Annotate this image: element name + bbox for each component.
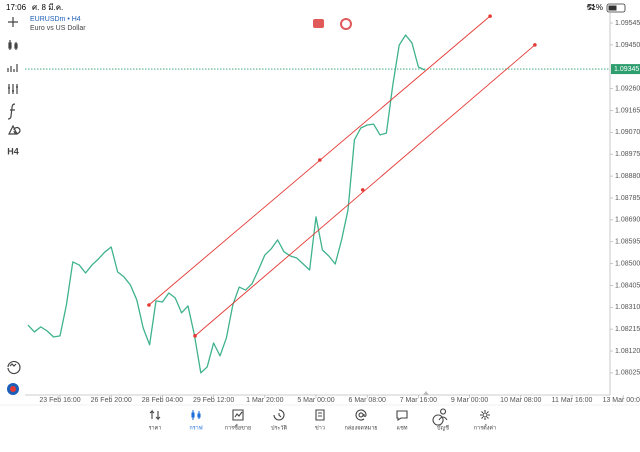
objects-tool[interactable] (8, 124, 21, 135)
nav-label[interactable]: การซื้อขาย (225, 423, 251, 431)
one-click-trading-icon[interactable] (313, 19, 324, 28)
y-tick-label: 1.08500 (615, 260, 640, 267)
x-tick-label: 26 Feb 20:00 (91, 397, 132, 404)
battery-level (608, 5, 617, 11)
symbol-description: Euro vs US Dollar (30, 25, 86, 32)
app-icon-dot (10, 386, 16, 392)
y-tick-label: 1.08975 (615, 151, 640, 158)
y-tick-label: 1.09165 (615, 107, 640, 114)
nav-icon[interactable] (355, 409, 367, 421)
battery-icon (606, 3, 626, 13)
y-tick-label: 1.08785 (615, 195, 640, 202)
status-date: ศ. 8 มี.ค. (32, 3, 63, 12)
y-tick-label: 1.09545 (615, 20, 640, 27)
wifi-icon (586, 4, 596, 10)
y-tick-label: 1.08310 (615, 304, 640, 311)
crosshair-tool[interactable] (8, 17, 18, 27)
y-tick-label: 1.09260 (615, 85, 640, 92)
nav-icon[interactable] (232, 409, 244, 421)
timeframe-button[interactable]: H4 (7, 146, 19, 156)
y-tick-label: 1.08595 (615, 239, 640, 246)
x-tick-label: 5 Mar 00:00 (297, 397, 334, 404)
symbol-name[interactable]: EURUSDm • H4 (30, 16, 81, 23)
scroll-marker[interactable] (423, 391, 429, 395)
x-tick-label: 23 Feb 16:00 (39, 397, 80, 404)
y-tick-label: 1.09070 (615, 129, 640, 136)
nav-label[interactable]: การตั้งค่า (474, 423, 496, 431)
nav-label[interactable]: ราคา (149, 425, 162, 431)
y-tick-label: 1.09450 (615, 42, 640, 49)
y-tick-label: 1.08025 (615, 370, 640, 377)
channel-anchor[interactable] (193, 334, 197, 338)
nav-icon[interactable] (480, 410, 490, 420)
y-tick-label: 1.08405 (615, 282, 640, 289)
y-tick-label: 1.08120 (615, 348, 640, 355)
y-tick-label: 1.08215 (615, 326, 640, 333)
nav-label[interactable]: ข่าว (315, 425, 325, 431)
function-tool[interactable] (7, 103, 16, 120)
time-tool[interactable] (7, 360, 21, 375)
x-tick-label: 11 Mar 16:00 (552, 397, 593, 404)
channel-anchor[interactable] (147, 303, 151, 307)
volume-tool[interactable] (7, 64, 18, 72)
nav-label[interactable]: ประวัติ (271, 424, 287, 431)
current-price-box (611, 64, 640, 75)
channel-anchor[interactable] (360, 188, 365, 192)
nav-label[interactable]: กล่องจดหมาย (344, 425, 377, 431)
x-tick-label: 6 Mar 08:00 (349, 397, 386, 404)
nav-icon[interactable] (432, 408, 448, 426)
x-tick-label: 9 Mar 00:00 (451, 397, 488, 404)
y-tick-label: 1.08690 (615, 217, 640, 224)
nav-icon[interactable] (149, 409, 161, 421)
status-time: 17:06 (6, 3, 27, 12)
nav-label[interactable]: แชท (397, 424, 408, 431)
nav-icon[interactable] (396, 410, 408, 422)
y-tick-label: 1.08880 (615, 173, 640, 180)
channel-anchor[interactable] (533, 43, 537, 47)
nav-label[interactable]: บัญชี (437, 424, 449, 431)
channel-anchor[interactable] (318, 158, 322, 162)
x-tick-label: 29 Feb 12:00 (193, 397, 234, 404)
channel-anchor[interactable] (488, 14, 492, 18)
price-line (27, 34, 426, 374)
indicator-icon[interactable] (340, 18, 352, 30)
x-tick-label: 1 Mar 20:00 (246, 397, 283, 404)
nav-icon[interactable] (315, 409, 325, 421)
x-tick-label: 10 Mar 08:00 (500, 397, 541, 404)
status-battery: 51% (587, 3, 603, 12)
channel-line (194, 44, 536, 337)
indicators-tool[interactable] (8, 84, 18, 94)
nav-icon[interactable] (273, 409, 285, 421)
nav-label[interactable]: กราฟ (189, 424, 202, 431)
current-price-label: 1.09345 (614, 66, 639, 73)
nav-icon[interactable] (191, 410, 201, 420)
x-tick-label: 28 Feb 04:00 (142, 397, 183, 404)
x-tick-label: 13 Mar 00:00 (603, 397, 640, 404)
chart-type-tool[interactable] (8, 40, 18, 50)
x-tick-label: 7 Mar 16:00 (400, 397, 437, 404)
